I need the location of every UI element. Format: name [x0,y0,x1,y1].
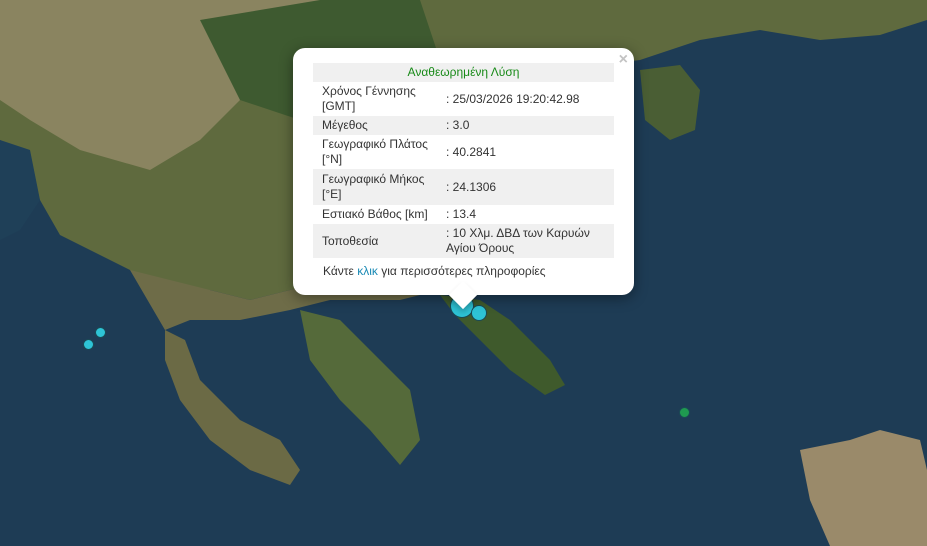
row-value: : 40.2841 [446,144,497,159]
popup-title: Αναθεωρημένη Λύση [313,63,614,82]
row-value: : 3.0 [437,116,614,135]
row-value: : 13.4 [446,207,477,221]
row-label: Τοποθεσία [313,224,438,258]
row-label: Εστιακό Βάθος [km] [322,207,428,221]
more-info-text: Κάντε κλικ για περισσότερες πληροφορίες [323,264,546,278]
land-lemnos [800,430,927,546]
earthquake-marker[interactable] [679,407,690,418]
earthquake-popup: × Αναθεωρημένη Λύση Χρόνος Γέννησης [GMT… [293,48,634,310]
row-label: Γεωγραφικό Πλάτος [°N] [322,137,428,166]
row-value: : 24.1306 [437,169,614,205]
earthquake-details-table: Αναθεωρημένη Λύση Χρόνος Γέννησης [GMT]:… [313,63,614,258]
close-icon[interactable]: × [618,51,628,68]
row-label: Μέγεθος [313,116,438,135]
land-athos [440,295,565,395]
land-thasos [640,65,700,140]
earthquake-marker[interactable] [83,339,94,350]
more-info-link[interactable]: κλικ [357,264,378,278]
land-kassandra [165,330,300,485]
more-prefix: Κάντε [323,264,354,278]
land-sithonia [300,310,420,465]
row-value: : 25/03/2026 19:20:42.98 [446,91,580,106]
row-label: Χρόνος Γέννησης [GMT] [322,84,416,113]
earthquake-marker[interactable] [95,327,106,338]
row-value: : 10 Χλμ. ΔΒΔ των Καρυών Αγίου Όρους [437,224,614,258]
row-label: Γεωγραφικό Μήκος [°E] [313,169,438,205]
more-suffix: για περισσότερες πληροφορίες [381,264,546,278]
earthquake-marker[interactable] [471,305,487,321]
